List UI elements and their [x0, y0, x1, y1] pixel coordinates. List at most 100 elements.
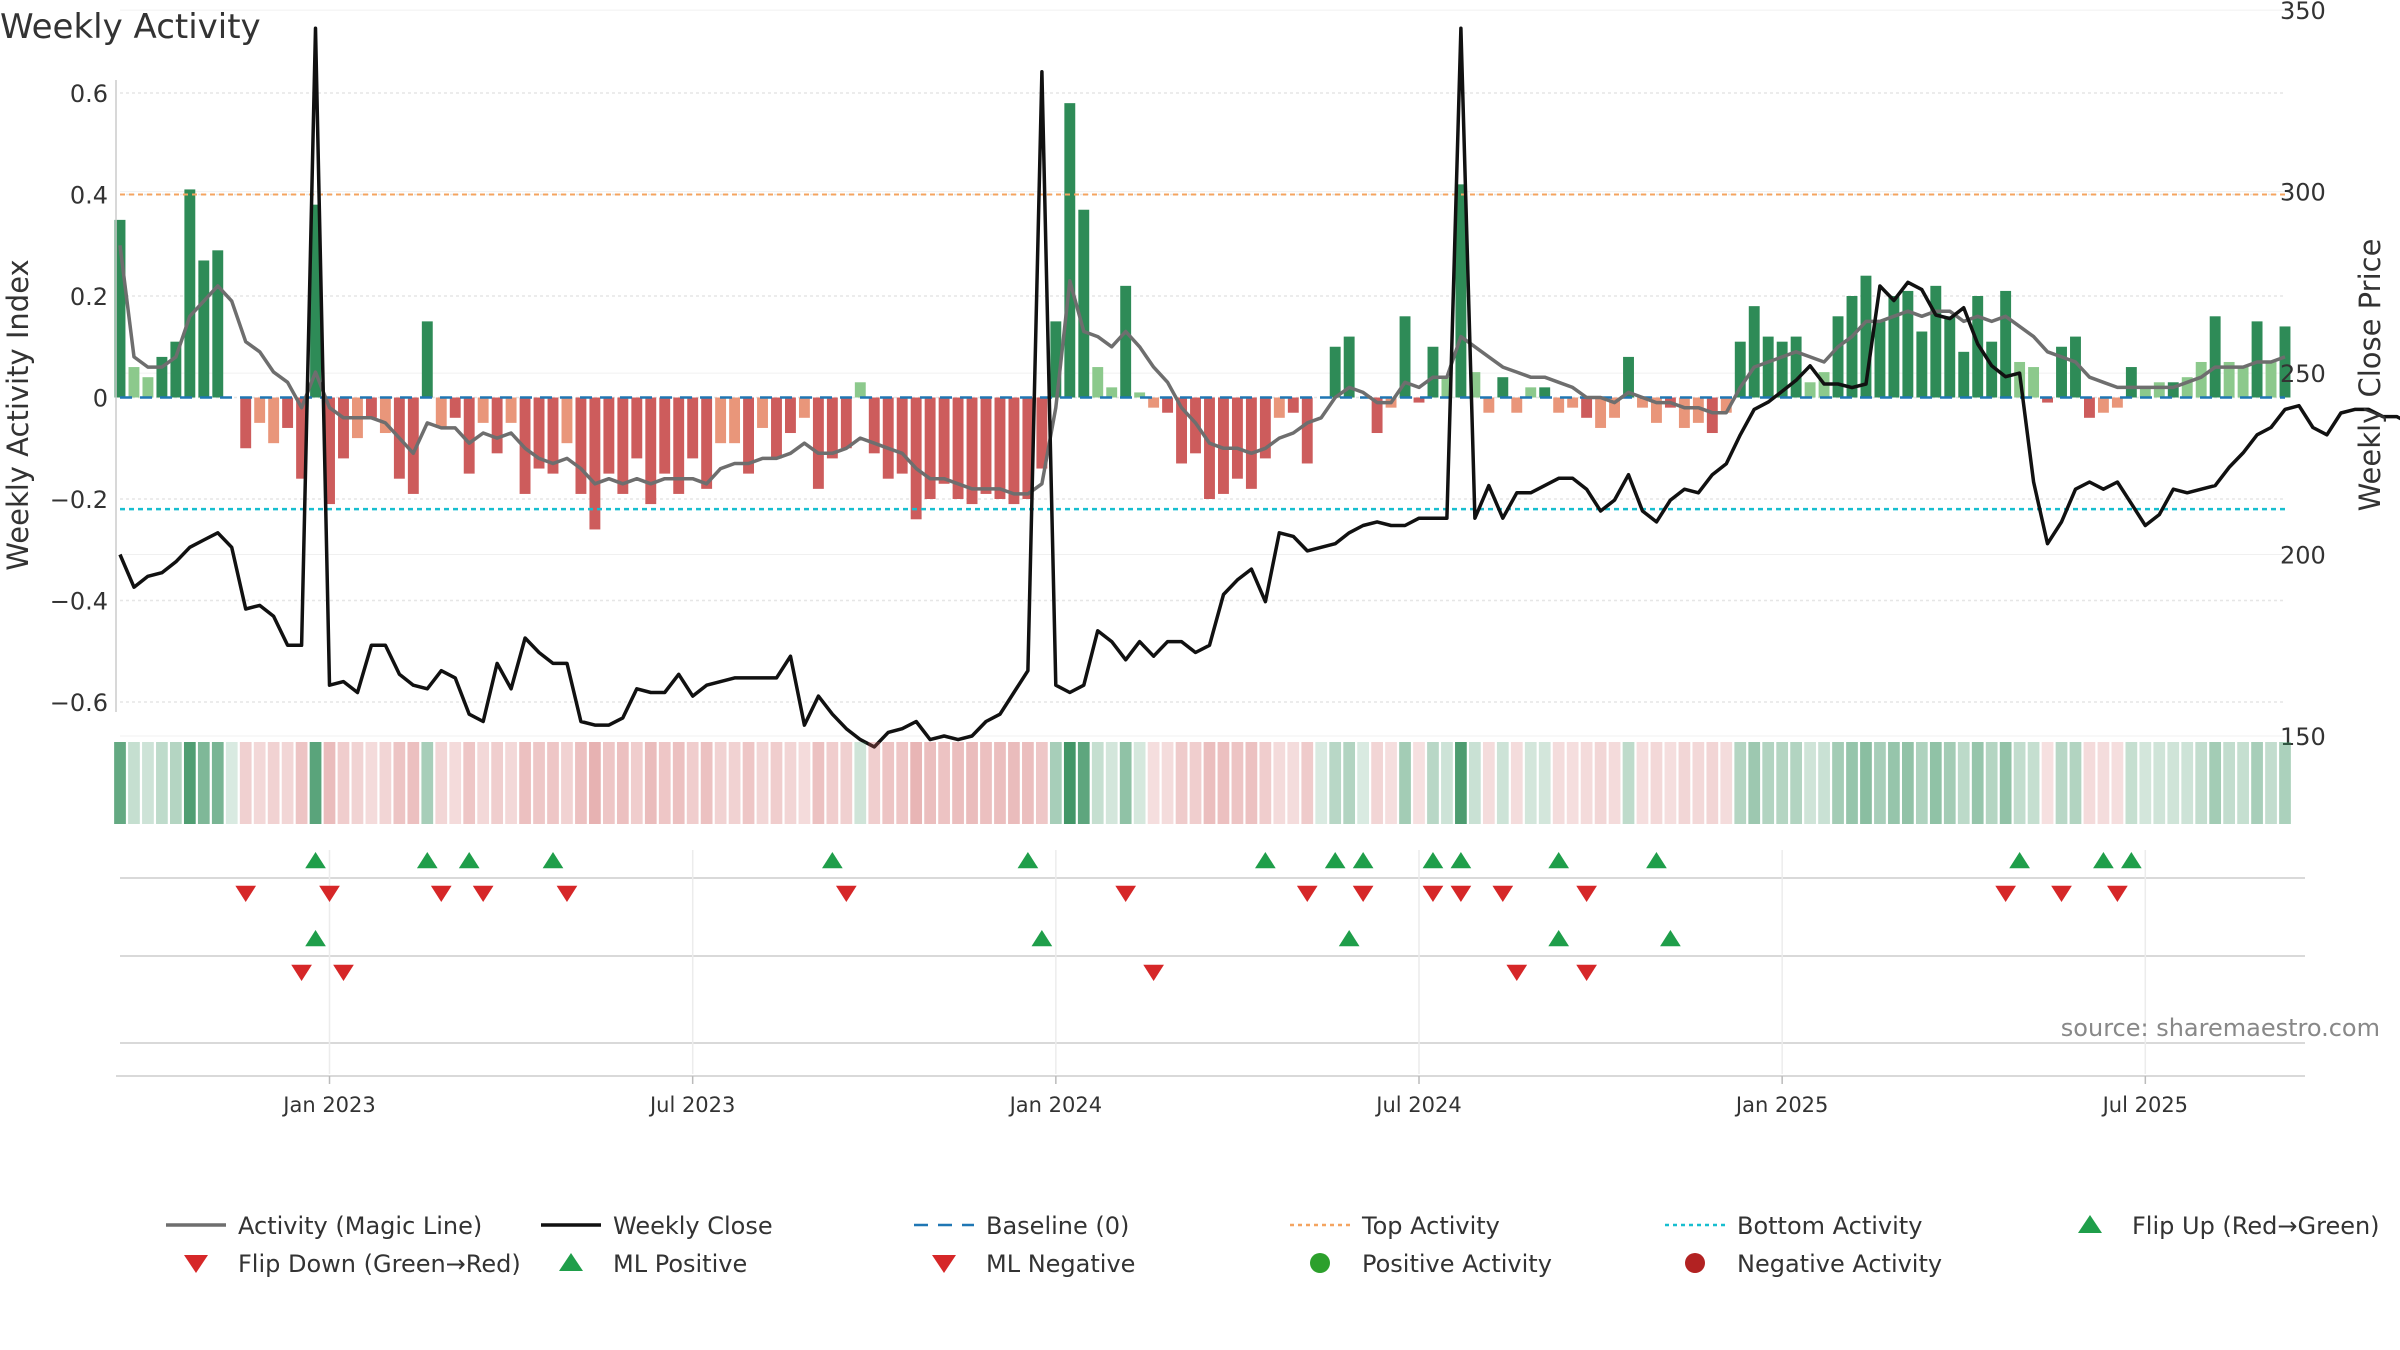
legend-label: Activity (Magic Line) — [238, 1212, 482, 1240]
strip-cell — [561, 742, 573, 824]
activity-bar — [1092, 367, 1104, 398]
flip-up-marker — [542, 852, 564, 869]
strip-cell — [1147, 742, 1160, 824]
strip-cell — [1273, 742, 1286, 824]
right-tick-label: 150 — [2280, 723, 2326, 751]
activity-bar — [1567, 397, 1579, 408]
ml-negative-marker — [291, 964, 312, 981]
legend-label: Bottom Activity — [1737, 1212, 1922, 1240]
activity-bar — [128, 367, 140, 398]
strip-cell — [589, 742, 601, 824]
flip-down-marker — [835, 885, 857, 902]
activity-bar — [324, 397, 335, 505]
flip-up-marker — [1324, 852, 1346, 869]
activity-bar — [1804, 382, 1816, 398]
strip-cell — [1650, 742, 1663, 824]
strip-cell — [407, 742, 420, 824]
source-credit: source: sharemaestro.com — [2061, 1014, 2380, 1042]
activity-bar — [896, 397, 908, 474]
strip-cell — [616, 742, 629, 824]
activity-bar — [2028, 367, 2040, 398]
strip-cell — [1008, 742, 1020, 824]
ml-negative-marker — [1576, 964, 1597, 981]
magic-line — [118, 245, 2286, 496]
strip-cell — [1455, 742, 1467, 824]
strip-cell — [2069, 742, 2082, 824]
strip-cell — [980, 742, 992, 824]
activity-bar — [882, 397, 894, 479]
strip-cell — [784, 742, 797, 824]
strip-cell — [1105, 742, 1118, 824]
strip-cell — [2237, 742, 2249, 824]
flip-up-marker — [1422, 852, 1444, 869]
activity-bar — [1678, 397, 1690, 428]
activity-bar — [1651, 397, 1662, 423]
activity-bar — [2042, 397, 2053, 403]
strip-cell — [142, 742, 154, 824]
strip-cell — [170, 742, 182, 824]
activity-bar — [1050, 321, 1062, 398]
reference-lines — [120, 193, 2285, 511]
activity-bar — [729, 397, 741, 444]
activity-bar — [966, 397, 978, 505]
flip-down-marker — [1450, 885, 1472, 902]
activity-bar — [240, 397, 252, 449]
strip-cell — [2013, 742, 2026, 824]
activity-bar — [1176, 397, 1187, 464]
strip-cell — [1385, 742, 1397, 824]
activity-bar — [1916, 331, 1928, 398]
strip-cell — [1315, 742, 1328, 824]
strip-cell — [952, 742, 964, 824]
strip-cell — [114, 742, 126, 824]
left-tick-label: −0.6 — [50, 689, 108, 717]
activity-bar — [757, 397, 768, 428]
activity-bar — [1720, 397, 1732, 413]
strip-cell — [672, 742, 685, 824]
strip-cell — [2055, 742, 2068, 824]
strip-cell — [1371, 742, 1383, 824]
strip-cell — [183, 742, 196, 824]
flip-up-marker — [458, 852, 480, 869]
strip-cell — [826, 742, 839, 824]
activity-bar — [715, 397, 727, 444]
strip-cell — [896, 742, 909, 824]
activity-bar — [575, 397, 587, 494]
activity-bar — [2139, 387, 2151, 398]
activity-bar — [1204, 397, 1215, 499]
activity-heat-strip — [114, 742, 2291, 824]
strip-cell — [267, 742, 280, 824]
legend-label: Top Activity — [1361, 1212, 1500, 1240]
left-tick-label: −0.2 — [50, 486, 108, 514]
strip-cell — [1734, 742, 1747, 824]
strip-cell — [2279, 742, 2291, 824]
legend-item: ML Negative — [932, 1250, 1135, 1278]
legend-item: Weekly Close — [541, 1212, 773, 1240]
activity-bar — [407, 397, 419, 494]
activity-bar — [1273, 397, 1285, 418]
activity-bar — [617, 397, 629, 494]
strip-cell — [2195, 742, 2208, 824]
strip-cell — [1971, 742, 1984, 824]
strip-cell — [812, 742, 825, 824]
ml-positive-marker — [1031, 930, 1053, 947]
strip-cell — [295, 742, 308, 824]
activity-bar — [2223, 361, 2235, 398]
activity-bar — [1343, 336, 1355, 398]
strip-cell — [225, 742, 238, 824]
flip-up-marker — [305, 852, 326, 869]
activity-bar — [812, 397, 824, 489]
activity-bar — [1944, 316, 1956, 398]
strip-cell — [323, 742, 336, 824]
activity-bar — [1511, 397, 1523, 413]
right-tick-label: 200 — [2280, 542, 2326, 570]
legend-label: Positive Activity — [1362, 1250, 1552, 1278]
strip-cell — [379, 742, 392, 824]
activity-bar — [254, 397, 266, 423]
strip-cell — [1496, 742, 1509, 824]
strip-cell — [505, 742, 517, 824]
ml-negative-marker — [1143, 964, 1164, 981]
flip-up-marker — [1548, 852, 1570, 869]
strip-cell — [128, 742, 140, 824]
strip-cell — [197, 742, 210, 824]
strip-cell — [1748, 742, 1761, 824]
